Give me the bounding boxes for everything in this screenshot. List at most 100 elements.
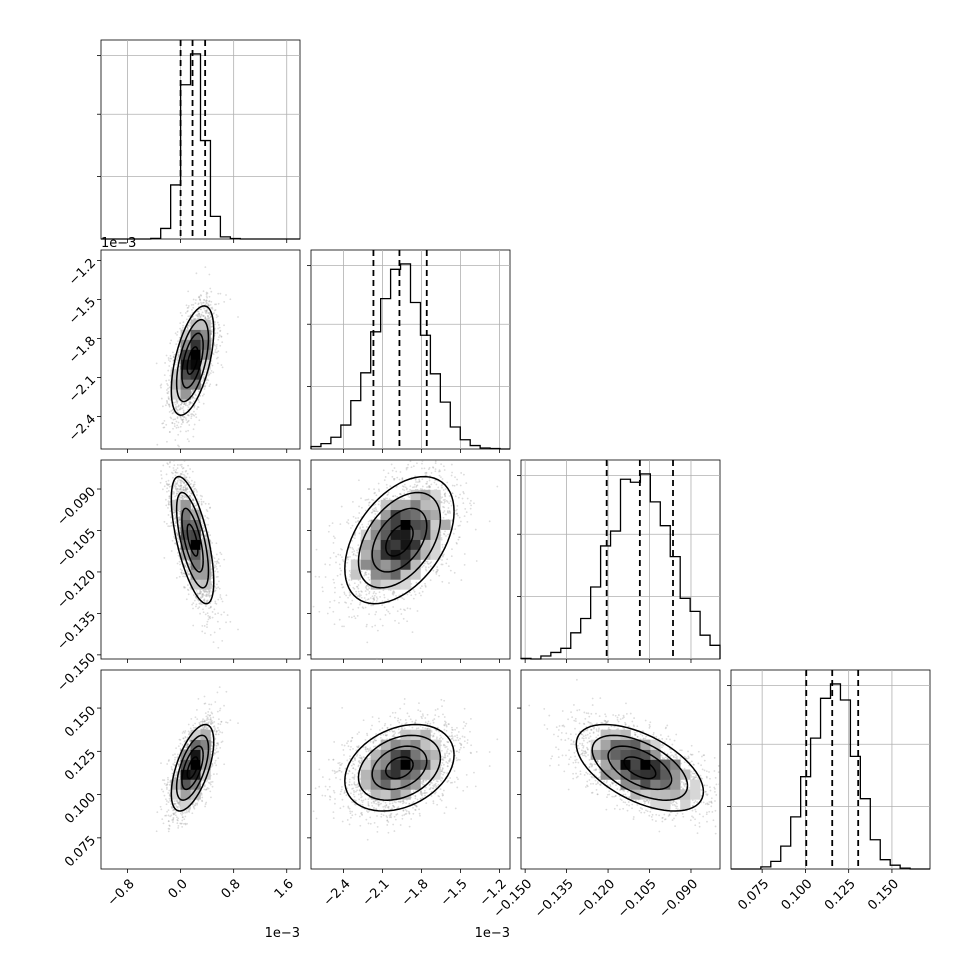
scatter-point (206, 510, 209, 513)
scatter-point (197, 390, 200, 393)
scatter-point (211, 364, 214, 367)
scatter-point (208, 385, 211, 387)
scatter-point (184, 586, 187, 589)
scatter-point (178, 353, 181, 356)
scatter-point (176, 480, 179, 482)
scatter-point (211, 330, 214, 333)
scatter-point (174, 495, 177, 498)
scatter-point (177, 433, 180, 436)
scatter-point (206, 378, 209, 381)
scatter-point (167, 392, 169, 395)
scatter-point (194, 487, 197, 490)
scatter-point (182, 489, 185, 492)
scatter-point (187, 570, 190, 573)
scatter-point (193, 502, 196, 505)
scatter-point (173, 464, 176, 467)
scatter-point (186, 310, 189, 313)
scatter-point (175, 426, 178, 429)
scatter-point (187, 315, 190, 318)
scatter-point (208, 594, 211, 597)
scatter-point (175, 408, 177, 410)
scatter-point (182, 418, 185, 421)
scatter-point (193, 599, 196, 602)
scatter-point (196, 408, 198, 410)
scatter-point (186, 486, 189, 489)
scatter-point (214, 349, 217, 351)
scatter-point (208, 300, 211, 303)
scatter-point (213, 309, 216, 312)
scatter-point (215, 562, 218, 565)
scatter-point (165, 480, 168, 483)
scatter-point (202, 608, 204, 611)
scatter-point (182, 324, 184, 327)
scatter-point (210, 325, 213, 328)
scatter-point (176, 331, 179, 333)
scatter-point (203, 600, 206, 603)
scatter-point (179, 311, 182, 314)
scatter-point (177, 444, 179, 447)
scatter-point (191, 396, 194, 398)
scatter-point (209, 534, 212, 537)
scatter-point (170, 417, 173, 420)
scatter-point (187, 419, 190, 422)
scatter-point (215, 603, 218, 605)
scatter-point (186, 491, 189, 494)
scatter-point (185, 469, 188, 472)
scatter-point (204, 613, 207, 616)
scatter-point (164, 498, 167, 501)
scatter-point (179, 345, 181, 348)
scatter-point (215, 384, 218, 387)
scatter-point (218, 326, 221, 329)
scatter-point (187, 464, 190, 467)
scatter-point (209, 287, 212, 290)
scatter-point (182, 473, 185, 476)
scatter-point (195, 489, 198, 491)
scatter-point (174, 520, 177, 523)
scatter-point (178, 575, 181, 578)
scatter-point (190, 413, 192, 416)
scatter-point (174, 542, 177, 544)
scatter-point (203, 375, 205, 378)
scatter-point (216, 332, 219, 334)
scatter-point (215, 343, 218, 346)
scatter-point (188, 476, 191, 479)
scatter-point (179, 487, 182, 490)
scatter-point (197, 399, 200, 401)
scatter-point (201, 394, 204, 397)
scatter-point (217, 292, 220, 295)
scatter-point (192, 306, 195, 309)
scatter-point (204, 310, 206, 312)
scatter-point (223, 611, 225, 614)
scatter-point (183, 559, 186, 562)
scatter-point (207, 315, 209, 317)
scatter-point (171, 422, 174, 425)
scatter-point (203, 598, 206, 601)
scatter-point (170, 357, 173, 360)
scatter-point (163, 426, 166, 429)
scatter-point (174, 418, 177, 421)
scatter-point (177, 540, 180, 543)
scatter-point (205, 534, 207, 537)
scatter-point (207, 304, 210, 306)
scatter-point (202, 315, 205, 317)
scatter-point (194, 302, 197, 305)
scatter-point (182, 575, 185, 578)
scatter-point (191, 397, 194, 400)
scatter-point (221, 341, 224, 344)
scatter-point (162, 422, 165, 425)
scatter-point (167, 500, 170, 503)
scatter-point (205, 309, 207, 312)
scatter-point (174, 332, 177, 335)
scatter-point (194, 397, 196, 400)
scatter-point (186, 414, 189, 417)
scatter-point (187, 572, 190, 575)
scatter-point (197, 317, 200, 320)
scatter-point (205, 310, 207, 313)
panel-0-0 (100, 39, 301, 243)
scatter-point (185, 479, 188, 481)
scatter-point (212, 641, 215, 644)
scatter-point (197, 314, 199, 317)
scatter-point (217, 327, 219, 330)
scatter-point (210, 331, 213, 333)
scatter-point (167, 507, 169, 509)
